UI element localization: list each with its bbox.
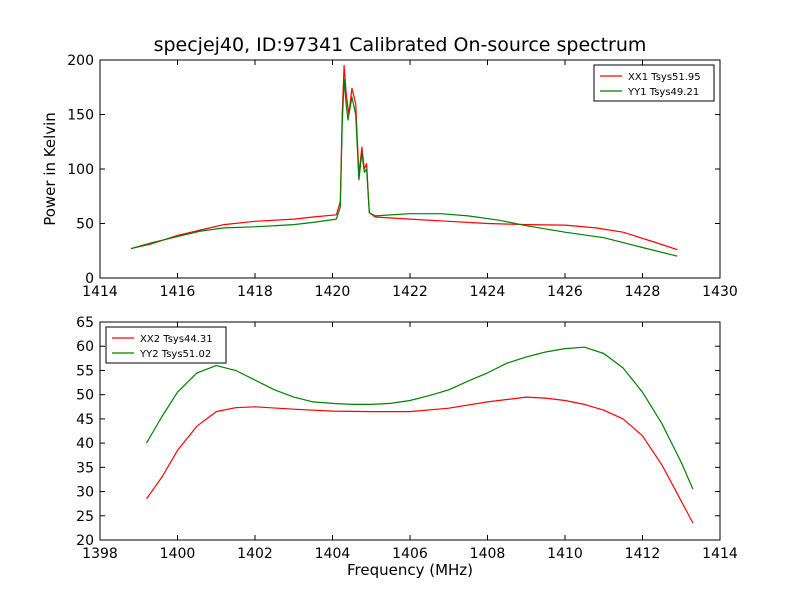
x-tick-label: 1414 xyxy=(702,546,738,562)
series-line-1 xyxy=(146,396,694,524)
legend-label: XX2 Tsys44.31 xyxy=(140,334,213,345)
x-axis-label: Frequency (MHz) xyxy=(346,561,474,579)
legend: XX1 Tsys51.95 YY1 Tsys49.21 xyxy=(593,64,715,102)
y-tick-label: 0 xyxy=(85,271,94,287)
y-tick-label: 25 xyxy=(76,509,94,525)
legend-label: YY2 Tsys51.02 xyxy=(139,349,211,360)
y-tick-label: 55 xyxy=(76,363,94,379)
y-tick-label: 65 xyxy=(76,315,94,331)
x-tick-label: 1402 xyxy=(237,546,273,562)
y-tick-label: 35 xyxy=(76,460,94,476)
y-tick-label: 150 xyxy=(67,108,94,124)
legend-label: XX1 Tsys51.95 xyxy=(628,72,701,83)
chart-title: specjej40, ID:97341 Calibrated On-source… xyxy=(153,34,647,56)
series-line-1 xyxy=(130,64,678,251)
x-tick-label: 1406 xyxy=(392,546,428,562)
x-tick-label: 1400 xyxy=(160,546,196,562)
y-tick-label: 50 xyxy=(76,217,94,233)
legend-box xyxy=(105,326,227,364)
series-line-2 xyxy=(145,346,694,490)
legend: XX2 Tsys44.31 YY2 Tsys51.02 xyxy=(105,326,227,364)
legend-label: YY1 Tsys49.21 xyxy=(627,87,699,98)
series-line-2 xyxy=(130,79,678,257)
x-tick-label: 1408 xyxy=(470,546,506,562)
x-tick-label: 1426 xyxy=(547,284,583,300)
panel-1: 1414 1416 1418 1420 1422 1424 1426 1428 1430 0 50 1… xyxy=(67,53,738,300)
y-tick-label: 60 xyxy=(76,339,94,355)
y-tick-label: 45 xyxy=(76,412,94,428)
y-tick-label: 50 xyxy=(76,388,94,404)
x-tick-label: 1398 xyxy=(82,546,118,562)
y-tick-label: 100 xyxy=(67,162,94,178)
x-tick-label: 1412 xyxy=(625,546,661,562)
y-tick-label: 20 xyxy=(76,533,94,549)
y-tick-label: 40 xyxy=(76,436,94,452)
x-tick-label: 1428 xyxy=(625,284,661,300)
x-tick-label: 1420 xyxy=(315,284,351,300)
x-tick-label: 1430 xyxy=(702,284,738,300)
x-tick-label: 1410 xyxy=(547,546,583,562)
x-tick-label: 1414 xyxy=(82,284,118,300)
x-tick-label: 1424 xyxy=(470,284,506,300)
x-tick-label: 1404 xyxy=(315,546,351,562)
legend-box xyxy=(593,64,715,102)
x-tick-label: 1416 xyxy=(160,284,196,300)
panel-2: 1398 1400 1402 1404 1406 1408 1410 1412 1414 20 25… xyxy=(76,315,738,562)
y-tick-label: 30 xyxy=(76,485,94,501)
y-tick-label: 200 xyxy=(67,53,94,69)
x-tick-label: 1422 xyxy=(392,284,428,300)
x-tick-label: 1418 xyxy=(237,284,273,300)
